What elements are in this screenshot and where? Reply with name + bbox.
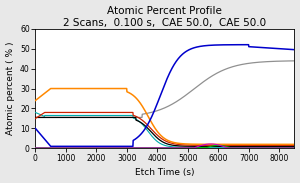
Title: Atomic Percent Profile
2 Scans,  0.100 s,  CAE 50.0,  CAE 50.0: Atomic Percent Profile 2 Scans, 0.100 s,… bbox=[63, 5, 266, 28]
Y-axis label: Atomic percent ( % ): Atomic percent ( % ) bbox=[6, 42, 15, 135]
X-axis label: Etch Time (s): Etch Time (s) bbox=[135, 168, 195, 178]
